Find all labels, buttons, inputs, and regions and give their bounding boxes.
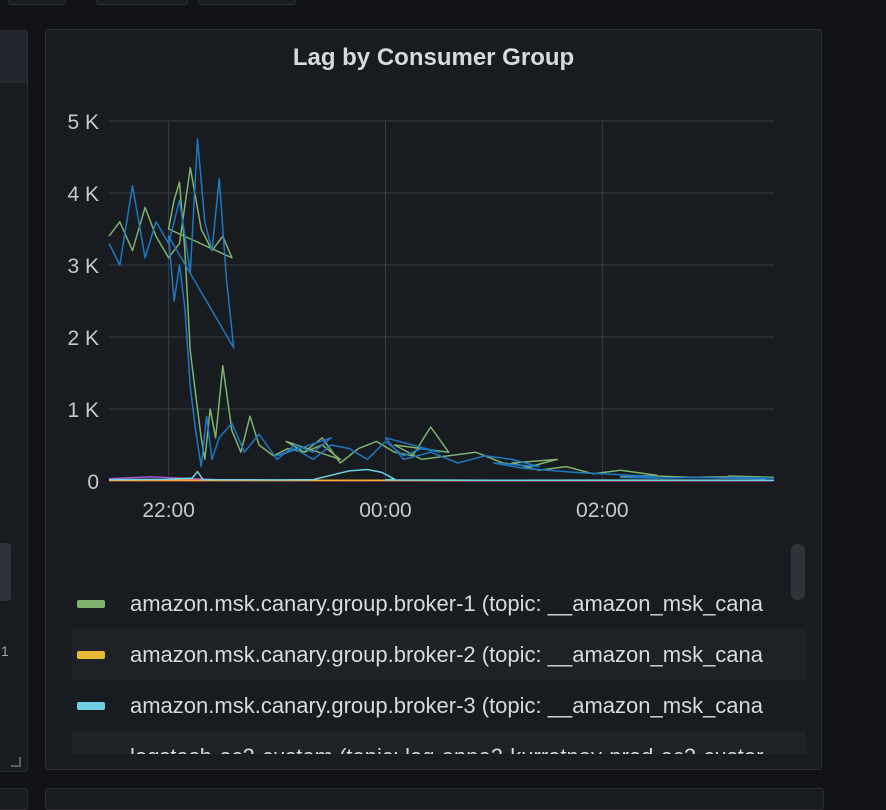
adjacent-panel-header — [0, 31, 27, 83]
resize-handle-icon[interactable] — [11, 757, 21, 767]
top-toolbar-stub-2 — [96, 0, 188, 5]
legend-label: logstash-ec2-custom (topic: log-apne2-ku… — [130, 744, 763, 755]
lag-chart: 0 1 K 2 K 3 K 4 K 5 K 22:00 00:00 02:00 — [46, 30, 823, 570]
legend-item-logstash[interactable]: logstash-ec2-custom (topic: log-apne2-ku… — [72, 731, 806, 754]
y-tick-label: 1 K — [67, 399, 99, 422]
legend-item-broker-3[interactable]: amazon.msk.canary.group.broker-3 (topic:… — [72, 680, 806, 731]
legend: amazon.msk.canary.group.broker-1 (topic:… — [72, 578, 806, 754]
y-tick-label: 2 K — [67, 327, 99, 350]
y-tick-label: 0 — [87, 471, 99, 494]
legend-label: amazon.msk.canary.group.broker-2 (topic:… — [130, 642, 763, 668]
series-line-3 — [109, 139, 774, 479]
top-toolbar-stub-3 — [198, 0, 296, 5]
legend-swatch-broker-1 — [77, 600, 105, 608]
adjacent-panel-scrollbar[interactable] — [0, 543, 11, 601]
legend-label: amazon.msk.canary.group.broker-1 (topic:… — [130, 591, 763, 617]
series-lines — [109, 139, 774, 481]
next-panel-stub-left — [0, 788, 28, 810]
legend-label: amazon.msk.canary.group.broker-3 (topic:… — [130, 693, 763, 719]
x-tick-label: 22:00 — [142, 499, 195, 522]
x-tick-label: 00:00 — [359, 499, 412, 522]
x-tick-label: 02:00 — [576, 499, 629, 522]
legend-swatch-broker-3 — [77, 702, 105, 710]
next-panel-stub — [45, 788, 824, 810]
y-tick-label: 3 K — [67, 255, 99, 278]
legend-item-broker-2[interactable]: amazon.msk.canary.group.broker-2 (topic:… — [72, 629, 806, 680]
legend-item-broker-1[interactable]: amazon.msk.canary.group.broker-1 (topic:… — [72, 578, 806, 629]
x-axis-labels: 22:00 00:00 02:00 — [142, 499, 628, 522]
legend-swatch-broker-2 — [77, 651, 105, 659]
y-tick-label: 4 K — [67, 183, 99, 206]
adjacent-panel: 1 — [0, 30, 28, 772]
adjacent-panel-value: 1 — [1, 643, 9, 659]
y-axis-labels: 0 1 K 2 K 3 K 4 K 5 K — [67, 111, 99, 494]
top-toolbar-stub-1 — [8, 0, 66, 5]
y-tick-label: 5 K — [67, 111, 99, 134]
legend-scrollbar[interactable] — [791, 544, 805, 600]
